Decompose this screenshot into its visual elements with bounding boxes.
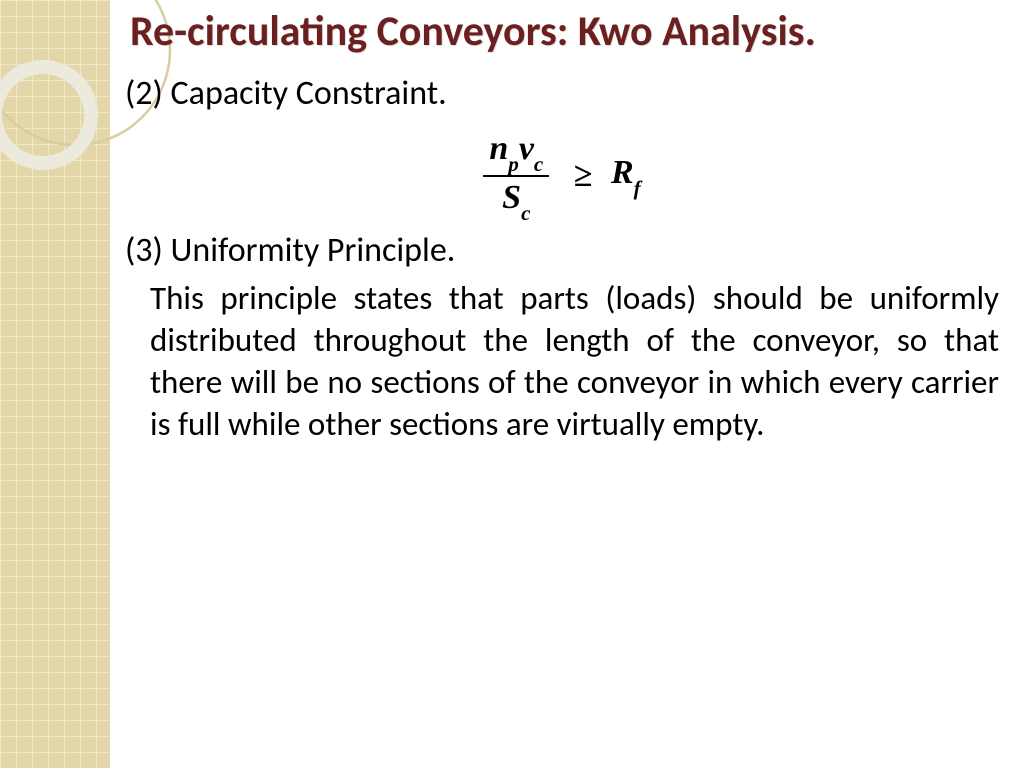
slide-content: Re-circulating Conveyors: Kwo Analysis. … — [120, 8, 1004, 446]
sub-c2: c — [521, 201, 530, 225]
sub-f: f — [634, 176, 641, 200]
equation-denominator: Sc — [483, 179, 549, 222]
var-r: R — [611, 154, 634, 191]
var-s: S — [502, 179, 521, 216]
decorative-sidebar — [0, 0, 110, 768]
section-3-number: (3) — [125, 230, 163, 271]
equation-numerator: npvc — [483, 130, 549, 173]
var-n: n — [489, 130, 508, 167]
section-3-heading: (3) Uniformity Principle. — [125, 230, 1004, 271]
section-2-heading: (2) Capacity Constraint. — [125, 73, 1004, 114]
slide-title: Re-circulating Conveyors: Kwo Analysis. — [130, 8, 1004, 55]
sub-c1: c — [534, 152, 543, 176]
var-v: v — [519, 130, 534, 167]
section-3-title: Uniformity Principle. — [171, 230, 456, 271]
sub-p: p — [508, 152, 519, 176]
section-2-title: Capacity Constraint. — [171, 73, 447, 114]
section-2-number: (2) — [125, 73, 163, 114]
relation-geq: ≥ — [574, 157, 593, 195]
uniformity-principle-text: This principle states that parts (loads)… — [150, 277, 999, 446]
equation-rhs: Rf — [611, 154, 641, 197]
capacity-constraint-equation: npvc Sc ≥ Rf — [120, 130, 1004, 222]
equation-fraction: npvc Sc — [483, 130, 549, 222]
